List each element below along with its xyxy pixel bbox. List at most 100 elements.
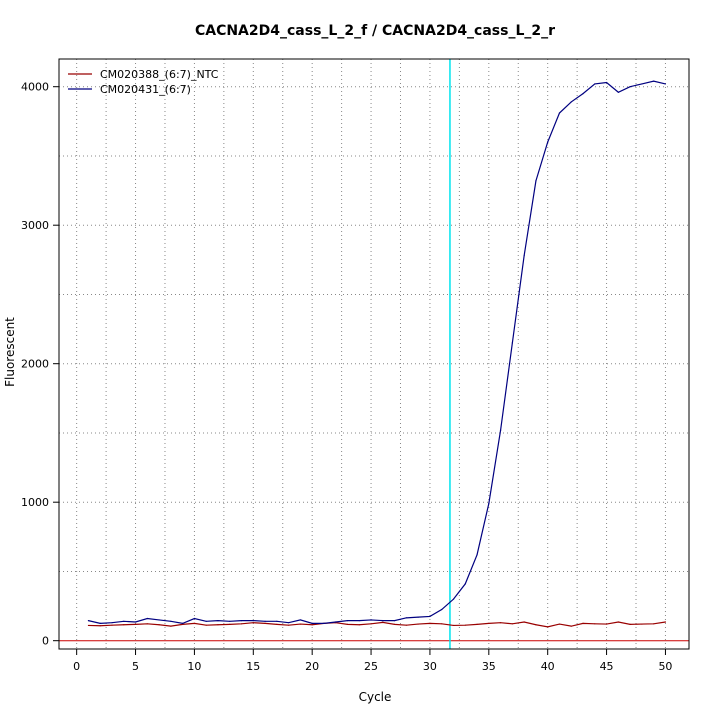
data-point <box>276 620 278 622</box>
data-point <box>664 83 667 85</box>
data-point <box>217 620 219 622</box>
x-tick-label: 15 <box>246 660 260 673</box>
data-point <box>240 620 243 622</box>
data-point <box>229 623 231 625</box>
legend-item: CM020388_(6:7)_NTC <box>68 68 219 81</box>
data-point <box>264 620 266 622</box>
data-point <box>664 621 667 623</box>
data-point <box>535 624 537 626</box>
data-point <box>370 619 372 621</box>
data-point <box>146 617 148 620</box>
data-point <box>299 619 302 621</box>
data-point <box>111 624 113 626</box>
data-point <box>417 623 419 625</box>
x-axis: 0 5 10 15 20 25 30 35 40 45 50 <box>73 649 672 673</box>
data-point <box>87 620 90 622</box>
series-2 <box>87 80 667 625</box>
data-point <box>570 101 572 103</box>
y-tick-label: 1000 <box>21 496 49 509</box>
data-point <box>170 625 172 627</box>
data-point <box>134 621 137 623</box>
data-point <box>370 623 372 625</box>
data-point <box>99 622 101 624</box>
x-tick-label: 50 <box>658 660 672 673</box>
data-point <box>217 624 219 626</box>
plot-frame <box>58 58 690 650</box>
data-point <box>123 620 125 622</box>
x-tick-label: 45 <box>600 660 614 673</box>
data-point <box>193 622 196 624</box>
data-point <box>582 93 584 95</box>
data-point <box>617 621 619 623</box>
legend-label: CM020431_(6:7) <box>100 83 191 96</box>
data-point <box>158 619 160 621</box>
data-point <box>594 83 596 85</box>
data-point <box>299 623 302 625</box>
data-point <box>558 623 561 625</box>
data-point <box>311 622 313 624</box>
data-point <box>547 626 549 628</box>
legend-item: CM020431_(6:7) <box>68 83 191 96</box>
data-point <box>111 622 113 624</box>
y-tick-label: 2000 <box>21 358 49 371</box>
data-point <box>452 598 455 600</box>
data-point <box>511 342 513 344</box>
data-point <box>394 623 396 625</box>
data-point <box>205 624 207 626</box>
data-point <box>358 620 360 622</box>
y-tick-label: 3000 <box>21 219 49 232</box>
y-axis: 0 1000 2000 3000 4000 <box>21 81 59 648</box>
data-point <box>134 623 137 625</box>
data-point <box>653 623 655 625</box>
data-point <box>335 621 337 623</box>
data-point <box>346 620 349 622</box>
data-point <box>653 80 655 82</box>
data-point <box>617 91 619 93</box>
data-point <box>641 83 643 85</box>
data-point <box>182 623 184 625</box>
y-tick-label: 4000 <box>21 81 49 94</box>
data-point <box>264 622 266 624</box>
data-point <box>464 583 466 585</box>
data-point <box>452 624 455 627</box>
data-point <box>193 617 196 620</box>
data-point <box>429 622 431 624</box>
data-point <box>87 624 90 627</box>
data-point <box>358 624 360 626</box>
x-tick-label: 20 <box>305 660 319 673</box>
data-point <box>382 620 384 622</box>
x-tick-label: 30 <box>423 660 437 673</box>
data-point <box>488 502 490 505</box>
data-point <box>146 623 148 625</box>
data-point <box>170 620 172 622</box>
data-point <box>346 623 349 625</box>
data-point <box>205 620 207 622</box>
data-point <box>441 608 443 611</box>
data-point <box>252 622 254 624</box>
data-point <box>382 621 384 624</box>
data-point <box>240 623 243 625</box>
series-line <box>88 621 666 628</box>
y-axis-label: Fluorescent <box>3 317 17 387</box>
data-point <box>229 620 231 622</box>
data-point <box>582 622 584 624</box>
x-axis-label: Cycle <box>359 690 392 704</box>
data-point <box>311 624 313 626</box>
x-tick-label: 0 <box>73 660 80 673</box>
y-tick-label: 0 <box>42 635 49 648</box>
series-layer <box>87 80 667 628</box>
x-tick-label: 10 <box>187 660 201 673</box>
data-point <box>417 616 419 618</box>
data-point <box>288 622 290 624</box>
data-point <box>182 622 184 624</box>
x-tick-label: 5 <box>132 660 139 673</box>
data-point <box>405 624 407 626</box>
data-point <box>523 621 525 623</box>
data-point <box>99 625 101 627</box>
data-point <box>499 429 502 431</box>
data-point <box>499 622 502 624</box>
data-point <box>547 141 549 143</box>
data-point <box>570 625 572 627</box>
data-point <box>276 623 278 625</box>
data-point <box>464 624 466 626</box>
